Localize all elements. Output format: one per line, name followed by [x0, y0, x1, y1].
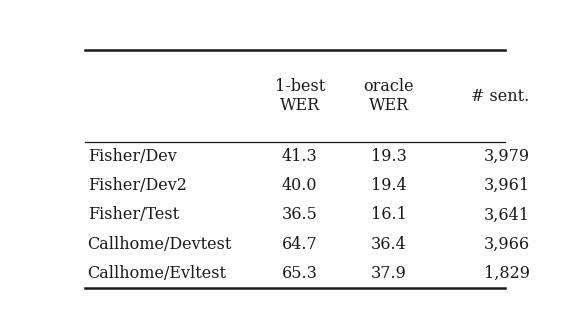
Text: Fisher/Test: Fisher/Test [88, 207, 179, 223]
Text: Fisher/Dev2: Fisher/Dev2 [88, 177, 187, 194]
Text: 41.3: 41.3 [282, 148, 317, 165]
Text: 19.4: 19.4 [371, 177, 407, 194]
Text: 65.3: 65.3 [282, 265, 317, 282]
Text: 37.9: 37.9 [371, 265, 407, 282]
Text: 3,979: 3,979 [483, 148, 529, 165]
Text: 19.3: 19.3 [371, 148, 407, 165]
Text: 64.7: 64.7 [282, 236, 317, 253]
Text: oracle
WER: oracle WER [363, 78, 414, 115]
Text: 1,829: 1,829 [484, 265, 529, 282]
Text: 36.5: 36.5 [282, 207, 317, 223]
Text: 16.1: 16.1 [371, 207, 407, 223]
Text: 1-best
WER: 1-best WER [275, 78, 325, 115]
Text: 3,641: 3,641 [484, 207, 529, 223]
Text: Fisher/Dev: Fisher/Dev [88, 148, 176, 165]
Text: Callhome/Devtest: Callhome/Devtest [88, 236, 232, 253]
Text: 3,966: 3,966 [483, 236, 529, 253]
Text: 36.4: 36.4 [371, 236, 407, 253]
Text: # sent.: # sent. [471, 88, 529, 105]
Text: 3,961: 3,961 [483, 177, 529, 194]
Text: Callhome/Evltest: Callhome/Evltest [88, 265, 226, 282]
Text: 40.0: 40.0 [282, 177, 317, 194]
